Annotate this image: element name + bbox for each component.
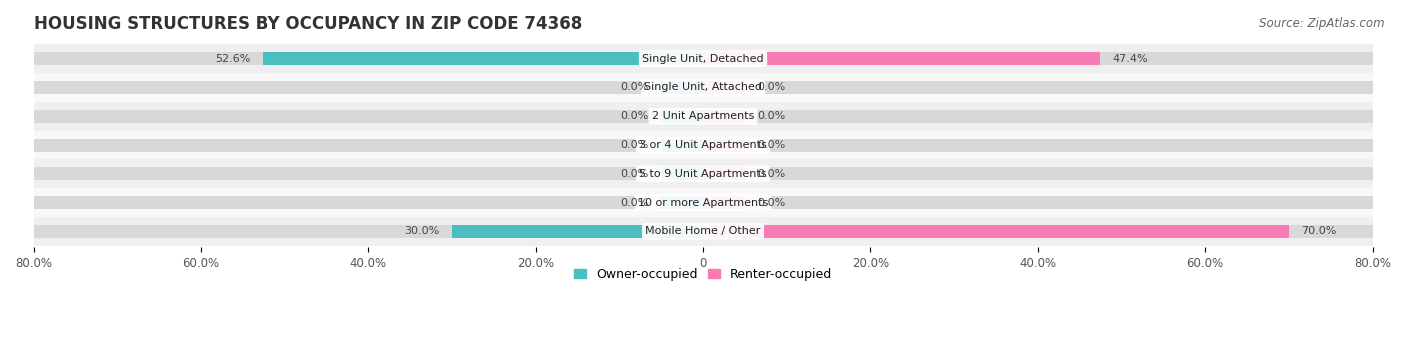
Bar — [34, 160, 1372, 188]
Text: 0.0%: 0.0% — [758, 169, 786, 179]
Bar — [34, 196, 1372, 209]
Text: 0.0%: 0.0% — [620, 140, 648, 150]
Bar — [34, 167, 1372, 180]
Bar — [34, 217, 1372, 246]
Text: 0.0%: 0.0% — [758, 140, 786, 150]
Text: 70.0%: 70.0% — [1302, 226, 1337, 236]
Bar — [661, 196, 703, 209]
Text: Mobile Home / Other: Mobile Home / Other — [645, 226, 761, 236]
Text: 0.0%: 0.0% — [620, 83, 648, 92]
Bar — [661, 167, 703, 180]
Bar — [34, 131, 1372, 160]
Text: 3 or 4 Unit Apartments: 3 or 4 Unit Apartments — [640, 140, 766, 150]
Bar — [34, 44, 1372, 73]
Bar — [34, 110, 1372, 123]
Text: HOUSING STRUCTURES BY OCCUPANCY IN ZIP CODE 74368: HOUSING STRUCTURES BY OCCUPANCY IN ZIP C… — [34, 15, 582, 33]
Text: 0.0%: 0.0% — [620, 111, 648, 121]
Text: 0.0%: 0.0% — [620, 197, 648, 208]
Text: 52.6%: 52.6% — [215, 54, 250, 64]
Text: 0.0%: 0.0% — [620, 169, 648, 179]
Legend: Owner-occupied, Renter-occupied: Owner-occupied, Renter-occupied — [568, 263, 838, 286]
Text: 10 or more Apartments: 10 or more Apartments — [638, 197, 768, 208]
Bar — [661, 110, 703, 123]
Bar — [703, 167, 745, 180]
Text: 0.0%: 0.0% — [758, 111, 786, 121]
Bar — [703, 225, 1289, 238]
Bar — [703, 196, 745, 209]
Bar — [34, 225, 1372, 238]
Text: 0.0%: 0.0% — [758, 83, 786, 92]
Bar — [703, 52, 1099, 65]
Bar — [34, 138, 1372, 151]
Bar — [703, 138, 745, 151]
Text: Single Unit, Detached: Single Unit, Detached — [643, 54, 763, 64]
Text: 0.0%: 0.0% — [758, 197, 786, 208]
Bar — [34, 188, 1372, 217]
Bar — [34, 81, 1372, 94]
Bar — [34, 52, 1372, 65]
Text: 47.4%: 47.4% — [1112, 54, 1147, 64]
Text: Single Unit, Attached: Single Unit, Attached — [644, 83, 762, 92]
Bar — [661, 81, 703, 94]
Bar — [34, 102, 1372, 131]
Bar — [703, 110, 745, 123]
Bar — [263, 52, 703, 65]
Bar — [661, 138, 703, 151]
Bar — [34, 73, 1372, 102]
Text: 2 Unit Apartments: 2 Unit Apartments — [652, 111, 754, 121]
Text: Source: ZipAtlas.com: Source: ZipAtlas.com — [1260, 17, 1385, 30]
Text: 5 to 9 Unit Apartments: 5 to 9 Unit Apartments — [640, 169, 766, 179]
Bar — [703, 81, 745, 94]
Bar — [451, 225, 703, 238]
Text: 30.0%: 30.0% — [404, 226, 440, 236]
